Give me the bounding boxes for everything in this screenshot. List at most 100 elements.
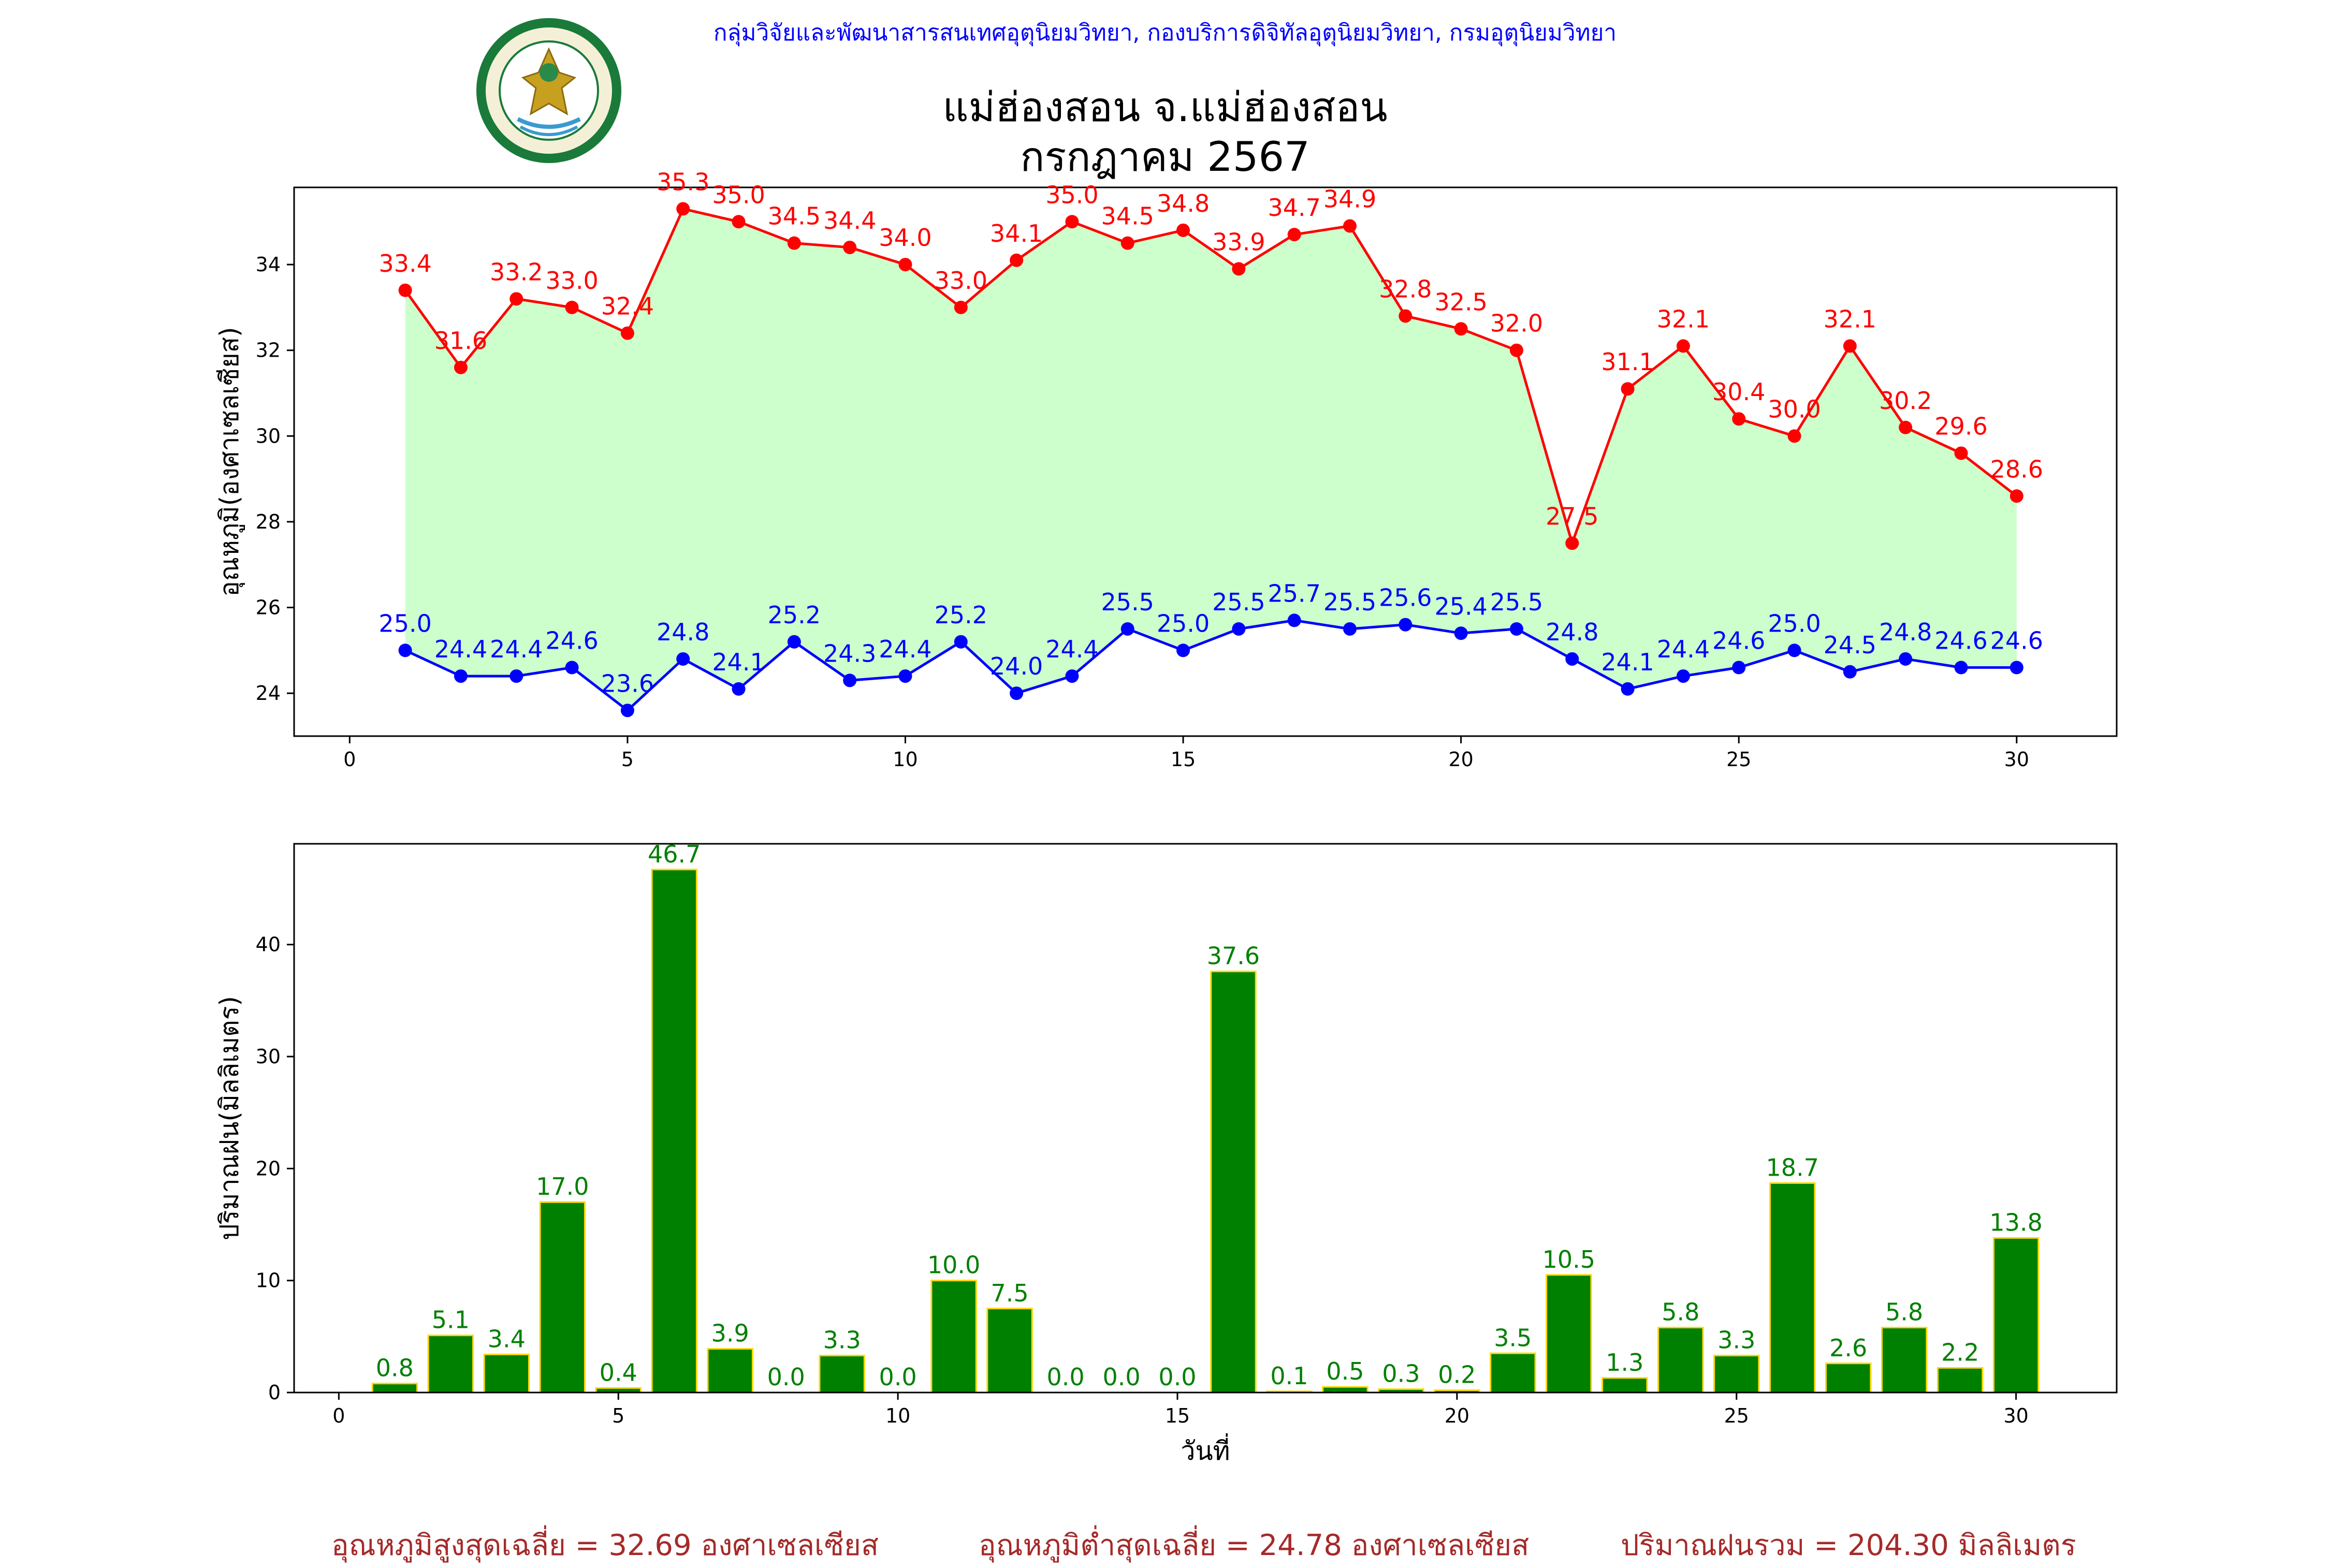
min-temperature-label: 25.2 [768, 601, 821, 629]
max-temperature-point [1954, 446, 1968, 460]
rainfall-label: 0.8 [376, 1354, 414, 1382]
rainfall-label: 37.6 [1207, 942, 1260, 970]
max-temperature-point [1065, 215, 1079, 229]
min-temperature-label: 24.8 [657, 618, 709, 646]
min-temperature-label: 25.0 [378, 609, 431, 637]
title-month: กรกฎาคม 2567 [1020, 134, 1310, 181]
min-temperature-label: 24.0 [990, 652, 1043, 680]
max-temperature-label: 31.1 [1601, 348, 1654, 376]
min-temperature-label: 24.8 [1546, 618, 1598, 646]
min-temperature-point [1565, 652, 1579, 666]
rainfall-bar [1713, 1355, 1760, 1394]
max-temperature-label: 28.6 [1990, 455, 2043, 483]
max-temperature-point [1843, 339, 1857, 353]
temperature-y-tick-label: 26 [256, 596, 281, 619]
min-temperature-point [1732, 661, 1746, 675]
rainfall-x-tick-label: 25 [1724, 1404, 1749, 1427]
meteorological-department-logo [476, 18, 621, 163]
max-temperature-point [732, 215, 746, 229]
min-temperature-label: 24.1 [1601, 648, 1654, 676]
rainfall-bar [1657, 1327, 1704, 1394]
min-temperature-label: 24.6 [1712, 627, 1765, 655]
rainfall-bar [1992, 1237, 2040, 1394]
max-temperature-point [1287, 228, 1301, 242]
min-temperature-label: 25.5 [1101, 588, 1154, 616]
max-temperature-label: 34.0 [879, 224, 931, 252]
rainfall-x-tick-label: 5 [612, 1404, 624, 1427]
rainfall-bar [483, 1353, 530, 1394]
temperature-y-tick-label: 30 [256, 424, 281, 447]
max-temperature-label: 34.5 [768, 202, 821, 230]
max-temperature-line [404, 207, 2018, 548]
max-temperature-point [1509, 343, 1523, 357]
min-temperature-label: 25.5 [1490, 588, 1543, 616]
min-temperature-label: 24.6 [545, 627, 598, 655]
max-temperature-label: 34.7 [1268, 194, 1320, 222]
rainfall-label: 18.7 [1766, 1153, 1819, 1181]
rainfall-label: 0.0 [1046, 1363, 1084, 1391]
rainfall-label: 0.3 [1382, 1360, 1420, 1388]
min-temperature-label: 24.4 [490, 635, 543, 663]
max-temperature-point [454, 360, 468, 374]
min-temperature-point [398, 643, 412, 657]
max-temperature-point [398, 283, 412, 297]
rainfall-label: 10.0 [927, 1251, 980, 1279]
temperature-x-tick-label: 20 [1448, 748, 1473, 771]
rainfall-label: 10.5 [1542, 1245, 1595, 1273]
min-temperature-point [620, 704, 634, 717]
max-temperature-point [1454, 322, 1468, 336]
rainfall-label: 0.0 [1158, 1363, 1196, 1391]
max-temperature-label: 35.0 [1045, 181, 1098, 209]
rainfall-label: 1.3 [1606, 1349, 1643, 1376]
max-temperature-point [1399, 309, 1412, 323]
max-temperature-label: 34.4 [823, 207, 876, 235]
min-temperature-point [1232, 622, 1246, 636]
min-temperature-point [676, 652, 690, 666]
max-temperature-point [1010, 253, 1024, 267]
title-station: แม่ฮ่องสอน จ.แม่ฮ่องสอน [942, 84, 1388, 131]
rainfall-label: 5.8 [1662, 1298, 1699, 1326]
temperature-x-tick-label: 5 [621, 748, 634, 771]
max-temperature-point [565, 300, 579, 314]
min-temperature-point [954, 635, 968, 649]
temperature-x-tick-label: 0 [343, 748, 356, 771]
rainfall-y-axis-label: ปริมาณฝน(มิลลิเมตร) [214, 996, 244, 1240]
rainfall-label: 2.6 [1829, 1334, 1867, 1362]
min-temperature-point [1843, 665, 1857, 679]
max-temperature-label: 32.1 [1824, 305, 1876, 333]
min-temperature-point [1010, 686, 1024, 700]
min-temperature-label: 24.5 [1824, 631, 1876, 659]
max-temperature-point [843, 240, 857, 254]
min-temperature-point [1399, 618, 1412, 632]
min-temperature-label: 25.7 [1268, 579, 1320, 607]
max-temperature-point [787, 236, 801, 250]
max-temperature-label: 34.9 [1323, 185, 1376, 213]
max-temperature-label: 32.4 [601, 292, 654, 320]
max-temperature-label: 34.1 [990, 219, 1043, 247]
rainfall-label: 5.1 [432, 1306, 470, 1334]
rainfall-x-tick-label: 15 [1165, 1404, 1190, 1427]
rainfall-x-tick-label: 30 [2003, 1404, 2028, 1427]
max-temperature-point [509, 292, 523, 306]
rainfall-label: 2.2 [1941, 1338, 1979, 1366]
min-temperature-point [2009, 661, 2023, 675]
min-temperature-point [732, 682, 746, 696]
temperature-range-fill [405, 209, 2017, 711]
max-temperature-label: 30.4 [1712, 378, 1765, 406]
rainfall-y-tick-label: 20 [256, 1157, 281, 1180]
rainfall-bar [1881, 1327, 1928, 1394]
max-temperature-label: 33.0 [935, 267, 987, 295]
rainfall-label: 3.3 [823, 1326, 861, 1354]
min-temperature-point [1343, 622, 1357, 636]
rainfall-label: 0.0 [879, 1363, 917, 1391]
rainfall-y-tick-label: 40 [256, 933, 281, 956]
min-temperature-point [1287, 613, 1301, 627]
temperature-x-tick-label: 25 [1726, 748, 1751, 771]
min-temperature-point [1899, 652, 1913, 666]
rainfall-label: 46.7 [648, 840, 701, 868]
max-temperature-label: 32.5 [1434, 288, 1487, 316]
max-temperature-label: 34.5 [1101, 202, 1154, 230]
rainfall-bar [819, 1355, 865, 1394]
rainfall-label: 0.1 [1270, 1362, 1308, 1390]
